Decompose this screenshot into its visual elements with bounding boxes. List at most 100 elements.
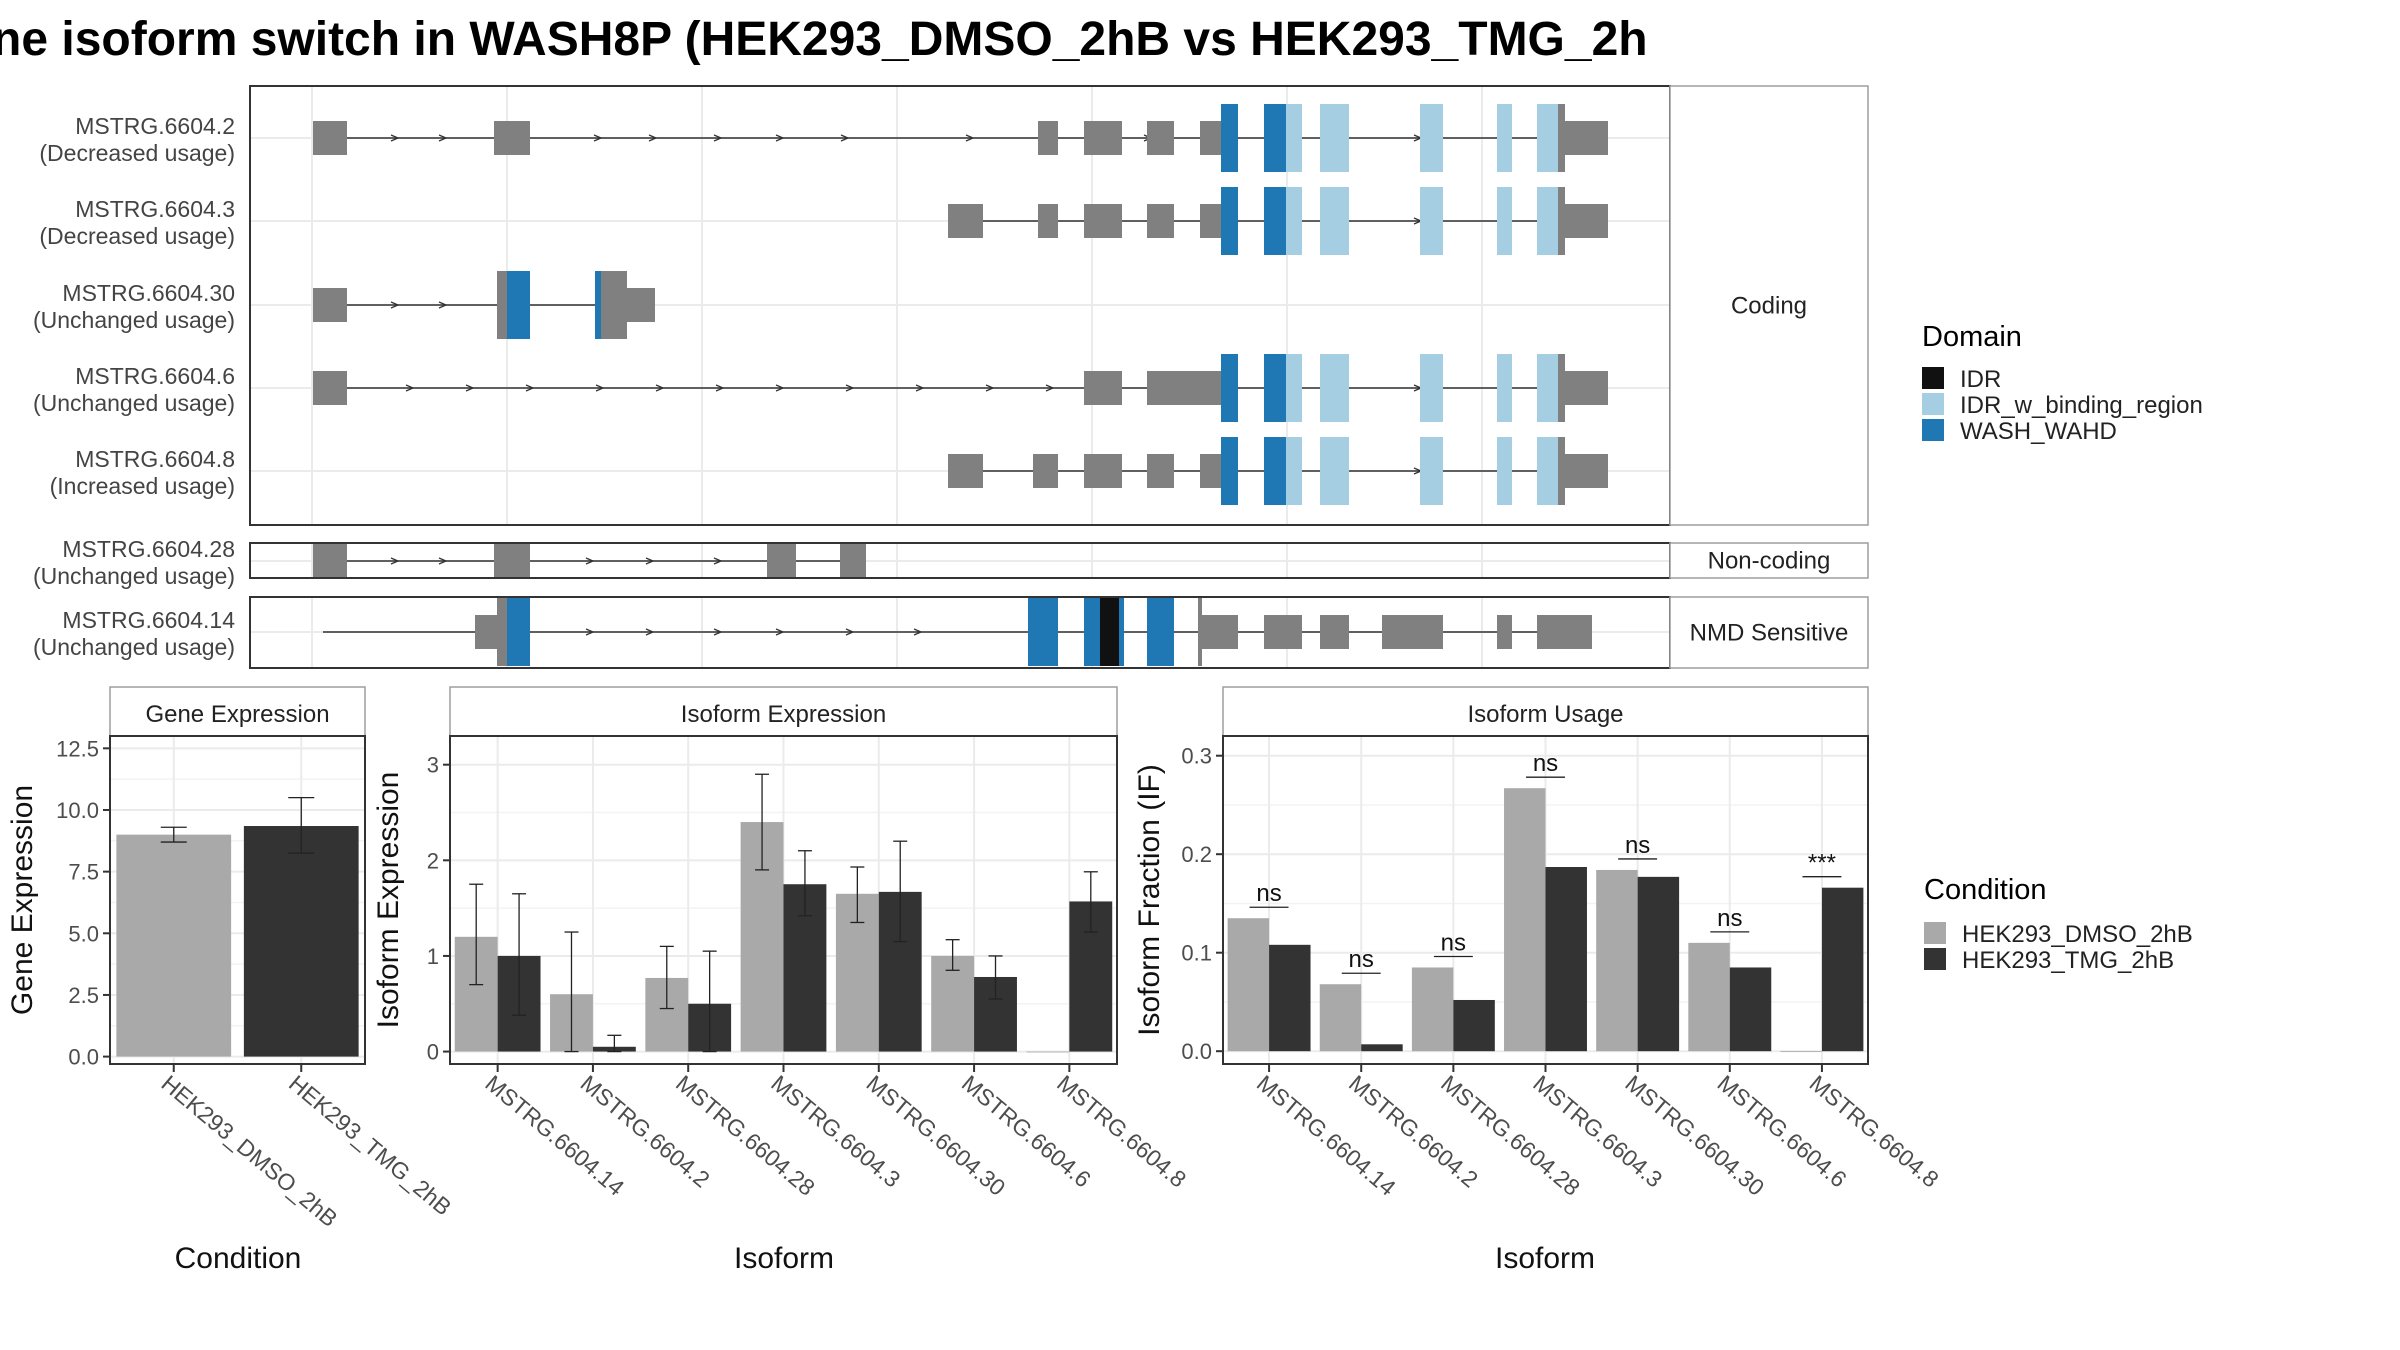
domain-IDR_w_binding_region [1286, 354, 1302, 422]
strand-arrow [465, 384, 475, 392]
exon [627, 288, 655, 322]
bar [1319, 984, 1362, 1052]
plot-border [109, 735, 366, 1065]
exon [475, 615, 497, 649]
strand-arrow [390, 134, 400, 142]
facet-strip [1669, 542, 1869, 579]
domain-IDR_w_binding_region [1420, 187, 1443, 255]
domain-IDR_w_binding_region [1497, 437, 1512, 505]
y-tick-label: 0.0 [68, 1045, 99, 1070]
y-tick-label: 1 [427, 944, 439, 969]
significance-label: ns [1625, 832, 1650, 859]
domain-WASH_WAHD [507, 598, 530, 666]
strand-arrow [655, 384, 665, 392]
exon [840, 544, 866, 578]
transcript-MSTRG.6604.2 [313, 104, 1608, 172]
exon [1558, 354, 1565, 422]
isoform-usage-label: (Unchanged usage) [33, 634, 235, 660]
bar [1637, 876, 1680, 1052]
exon [601, 271, 627, 339]
y-tick-label: 2.5 [68, 983, 99, 1008]
domain-IDR_w_binding_region [1320, 354, 1349, 422]
strand-arrow [915, 384, 925, 392]
strand-arrow [390, 557, 400, 565]
strand-arrow [965, 134, 975, 142]
strand-arrow [438, 134, 448, 142]
transcript-MSTRG.6604.30 [313, 271, 655, 339]
bar [1821, 887, 1864, 1052]
domain-IDR_w_binding_region [1286, 104, 1302, 172]
legend-label-dmso: HEK293_DMSO_2hB [1962, 921, 2193, 948]
strand-arrow [713, 628, 723, 636]
bar [1545, 867, 1587, 1052]
transcript-MSTRG.6604.6 [313, 354, 1608, 422]
domain-WASH_WAHD [595, 271, 601, 339]
isoform-label: MSTRG.6604.2 [75, 113, 235, 139]
isoform-usage-label: (Unchanged usage) [33, 307, 235, 333]
exon [1565, 371, 1608, 405]
strand-arrow [593, 134, 603, 142]
isoform-usage-label: (Decreased usage) [39, 140, 235, 166]
exon [1200, 121, 1221, 155]
bar [1504, 788, 1546, 1052]
domain-legend-title: Domain [1922, 321, 2022, 353]
exon [497, 598, 507, 666]
exon [494, 121, 530, 155]
bar [116, 834, 232, 1057]
chart-isoform-usage: Isoform Usage 0.0 0.1 0.2 0.3 ns ns ns ns ns ns ***… [1133, 686, 1944, 1275]
strand-arrow [775, 134, 785, 142]
exon [1200, 454, 1221, 488]
domain-WASH_WAHD [1221, 187, 1238, 255]
facet-strip-label: Non-coding [1708, 548, 1831, 575]
exon [313, 371, 347, 405]
exon [1382, 615, 1443, 649]
y-tick-label: 0.3 [1181, 744, 1212, 769]
strand-arrow [438, 301, 448, 309]
bar [931, 955, 975, 1052]
facet-strip-label: NMD Sensitive [1690, 620, 1849, 647]
y-tick-label: 0.1 [1181, 941, 1212, 966]
exon [1497, 615, 1512, 649]
transcript-MSTRG.6604.14 [323, 598, 1592, 666]
legend-key-tmg [1924, 948, 1946, 970]
exon [767, 544, 796, 578]
bar [1596, 869, 1638, 1052]
strand-arrow [390, 301, 400, 309]
strand-arrow [645, 557, 655, 565]
y-tick-label: 3 [427, 753, 439, 778]
exon [1084, 371, 1122, 405]
isoform-usage-label: (Unchanged usage) [33, 390, 235, 416]
strand-arrow [775, 384, 785, 392]
domain-IDR_w_binding_region [1537, 187, 1558, 255]
isoform-usage-label: (Decreased usage) [39, 223, 235, 249]
exon [497, 271, 507, 339]
significance-label: ns [1349, 946, 1374, 973]
strand-arrow [845, 628, 855, 636]
y-tick-label: 10.0 [56, 798, 99, 823]
strand-arrow [985, 384, 995, 392]
domain-WASH_WAHD [1264, 187, 1286, 255]
exon [1084, 454, 1122, 488]
domain-IDR_w_binding_region [1537, 354, 1558, 422]
domain-WASH_WAHD [1147, 598, 1174, 666]
exon [1537, 615, 1592, 649]
x-axis-title: Isoform [734, 1242, 834, 1275]
significance-label: *** [1808, 850, 1836, 877]
strand-arrow [585, 628, 595, 636]
strand-arrow [595, 384, 605, 392]
legend-key-idr-binding [1922, 393, 1944, 415]
domain-WASH_WAHD [507, 271, 530, 339]
domain-WASH_WAHD [1028, 598, 1058, 666]
domain-WASH_WAHD [1264, 437, 1286, 505]
strand-arrow [648, 134, 658, 142]
exon [313, 544, 347, 578]
domain-IDR_w_binding_region [1320, 187, 1349, 255]
y-tick-label: 2 [427, 848, 439, 873]
domain-IDR_w_binding_region [1537, 437, 1558, 505]
facet-strip-label: Coding [1731, 293, 1807, 320]
y-tick-label: 0.0 [1181, 1039, 1212, 1064]
exon [1565, 454, 1608, 488]
bar [1688, 942, 1730, 1052]
